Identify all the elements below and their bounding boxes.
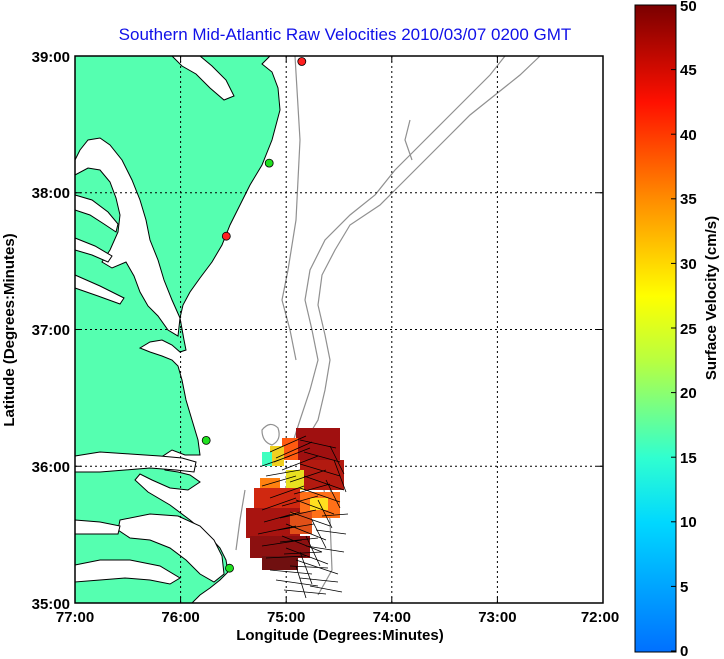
colorbar-tick-label: 30 (680, 256, 697, 273)
x-axis-ticks (180, 56, 498, 603)
velocity-vectors (257, 435, 349, 599)
colorbar-tick-label: 50 (680, 0, 697, 15)
map-area (74, 55, 604, 604)
colorbar-tick-label: 20 (680, 385, 697, 402)
colorbar-tick-label: 45 (680, 62, 697, 79)
colorbar-tick-label: 35 (680, 191, 697, 208)
x-tick-label: 73:00 (478, 609, 516, 626)
grid-lines (75, 56, 603, 603)
colorbar-label: Surface Velocity (cm/s) (703, 216, 720, 380)
station-marker (201, 435, 211, 445)
colorbar-tick-label: 10 (680, 514, 697, 531)
station-marker (264, 158, 274, 168)
bathymetry-contours (235, 55, 541, 596)
neuse-river (74, 559, 181, 585)
colorbar-tick-label: 5 (680, 579, 688, 596)
potomac-river (74, 194, 119, 233)
y-tick-label: 39:00 (32, 49, 70, 66)
y-axis-label: Latitude (Degrees:Minutes) (1, 233, 18, 426)
x-tick-label: 74:00 (373, 609, 411, 626)
station-marker (221, 231, 231, 241)
x-tick-label: 76:00 (161, 609, 199, 626)
station-marker (297, 57, 307, 66)
colorbar-tick-label: 25 (680, 321, 697, 338)
albemarle-sound (74, 451, 197, 473)
x-tick-label: 72:00 (581, 609, 619, 626)
velocity-field (246, 428, 344, 570)
colorbar: 0 5 10 15 20 25 30 35 40 45 50 Surface V… (634, 0, 720, 659)
y-axis-tick-labels: 39:00 38:00 37:00 36:00 35:00 (32, 49, 70, 613)
figure-title: Southern Mid-Atlantic Raw Velocities 201… (119, 25, 572, 44)
station-marker (225, 563, 234, 573)
pamlico-sound (117, 513, 225, 583)
y-tick-label: 36:00 (32, 459, 70, 476)
colorbar-tick-label: 40 (680, 127, 697, 144)
colorbar-gradient (634, 4, 677, 653)
colorbar-tick-label: 0 (680, 643, 688, 659)
y-tick-label: 38:00 (32, 185, 70, 202)
x-tick-label: 77:00 (56, 609, 94, 626)
colorbar-tick-label: 15 (680, 450, 697, 467)
x-axis-tick-labels: 77:00 76:00 75:00 74:00 73:00 72:00 (56, 609, 619, 626)
y-tick-label: 35:00 (32, 596, 70, 613)
delaware-bay (170, 55, 235, 101)
x-axis-label: Longitude (Degrees:Minutes) (236, 627, 444, 644)
y-tick-label: 37:00 (32, 322, 70, 339)
x-tick-label: 75:00 (267, 609, 305, 626)
y-axis-ticks (75, 192, 603, 467)
chesapeake-bay (74, 137, 181, 337)
station-markers (201, 57, 307, 573)
